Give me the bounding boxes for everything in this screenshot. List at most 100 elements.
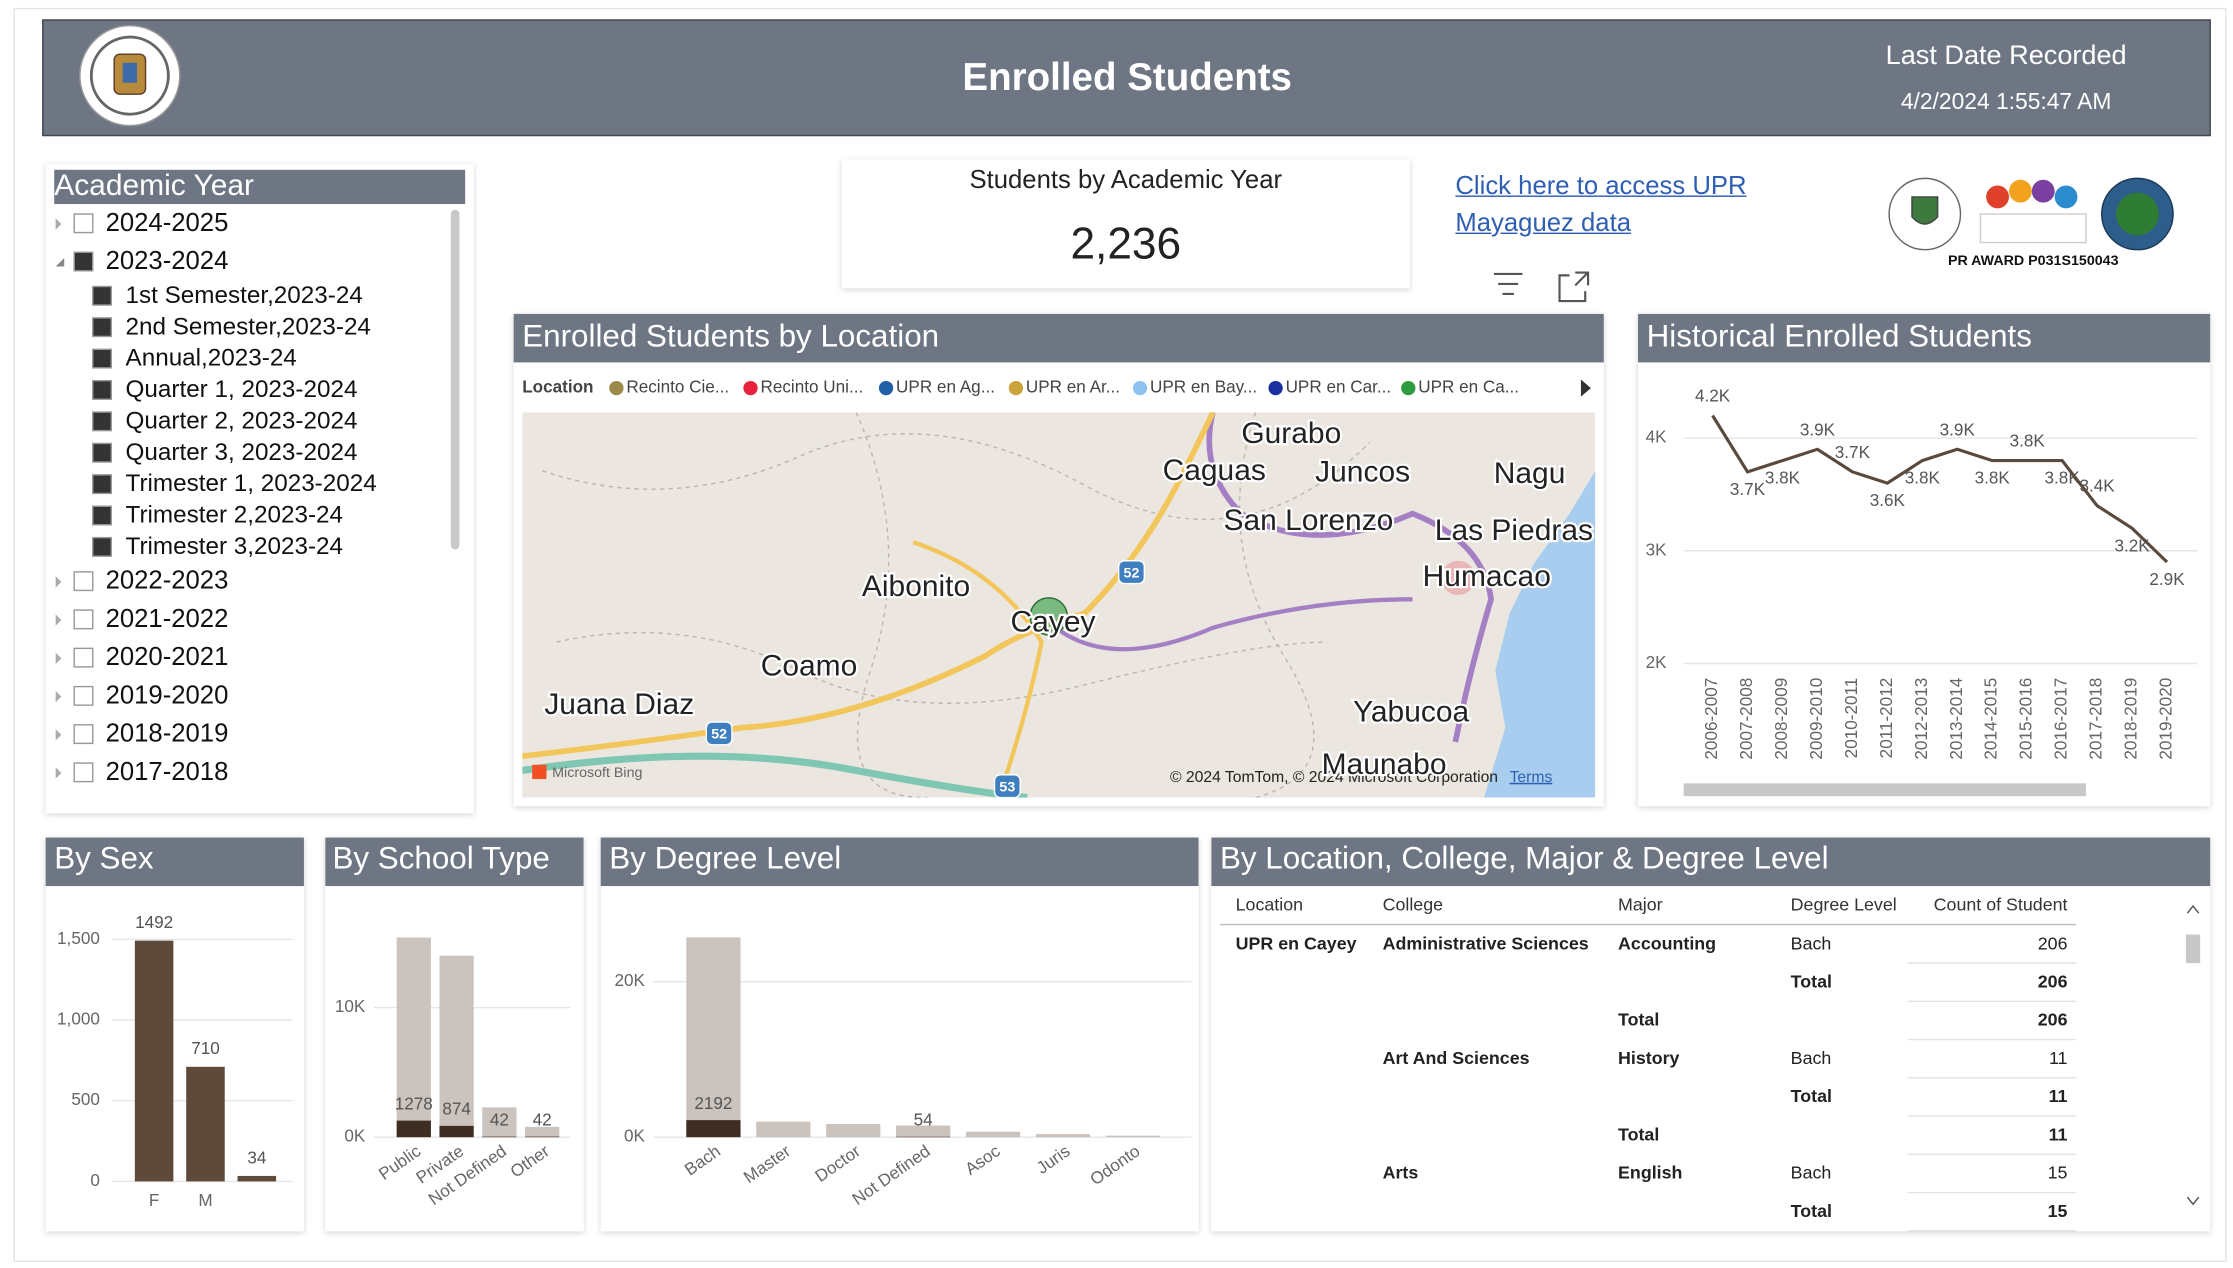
column-header[interactable]: College xyxy=(1383,895,1444,915)
legend-label[interactable]: UPR en Car... xyxy=(1286,378,1392,397)
x-tick-label: 2012-2013 xyxy=(1912,678,1931,760)
expand-arrow[interactable] xyxy=(55,576,62,588)
logo-figure xyxy=(2008,179,2032,203)
table-scrollbar[interactable] xyxy=(2185,934,2201,964)
card-title: Students by Academic Year xyxy=(969,166,1282,194)
place-label: Aibonito xyxy=(862,570,970,603)
map-bubble[interactable] xyxy=(1029,597,1068,636)
slicer-child[interactable]: Quarter 1, 2023-2024 xyxy=(126,376,358,403)
expand-arrow[interactable] xyxy=(55,729,62,741)
y-tick-label: 3K xyxy=(1646,540,1668,559)
highlight-bar xyxy=(482,1136,517,1138)
school-title-bar xyxy=(325,837,584,887)
checkbox[interactable] xyxy=(73,251,94,272)
legend-label[interactable]: UPR en Bay... xyxy=(1150,378,1257,397)
column-header[interactable]: Major xyxy=(1618,895,1663,915)
checkbox[interactable] xyxy=(73,762,94,783)
checkbox[interactable] xyxy=(92,285,113,306)
table-panel xyxy=(1211,837,2211,1232)
slicer-item[interactable]: 2017-2018 xyxy=(106,758,229,786)
y-tick-label: 0K xyxy=(344,1127,366,1146)
focus-icon[interactable] xyxy=(1558,271,1590,303)
slicer-child[interactable]: 1st Semester,2023-24 xyxy=(126,282,363,309)
slicer-child[interactable]: Quarter 3, 2023-2024 xyxy=(126,439,358,466)
legend-next[interactable] xyxy=(1580,379,1591,397)
y-tick-label: 0 xyxy=(90,1171,100,1190)
scroll-down[interactable] xyxy=(2186,1196,2200,1206)
checkbox[interactable] xyxy=(92,536,113,557)
slicer-child[interactable]: Quarter 2, 2023-2024 xyxy=(126,407,358,434)
slicer-panel xyxy=(45,164,474,814)
slicer-child[interactable]: Annual,2023-24 xyxy=(126,345,297,372)
slicer-item[interactable]: 2020-2021 xyxy=(106,643,229,671)
x-tick-label: 2016-2017 xyxy=(2052,678,2071,760)
column-header[interactable]: Degree Level xyxy=(1791,895,1897,915)
bar xyxy=(826,1123,881,1138)
upr-mayaguez-link[interactable]: Click here to access UPR Mayaguez data xyxy=(1455,171,1747,237)
map-provider: Microsoft Bing xyxy=(552,765,642,781)
slicer-scrollbar[interactable] xyxy=(450,209,460,550)
logo-ring xyxy=(89,35,170,116)
checkbox[interactable] xyxy=(92,474,113,495)
slicer-item[interactable]: 2024-2025 xyxy=(106,209,229,237)
table-cell: Bach xyxy=(1791,933,1832,953)
table-title-bar xyxy=(1211,837,2211,887)
slicer-child[interactable]: Trimester 1, 2023-2024 xyxy=(126,470,377,497)
column-header[interactable]: Location xyxy=(1236,895,1303,915)
slicer-child[interactable]: Trimester 2,2023-24 xyxy=(126,502,343,529)
sex-panel xyxy=(45,837,304,1232)
legend-label[interactable]: UPR en Ag... xyxy=(896,378,995,397)
x-tick-label: 2011-2012 xyxy=(1877,678,1896,759)
map-bubble[interactable] xyxy=(1441,560,1476,595)
legend-swatch xyxy=(1132,380,1148,396)
expand-arrow[interactable] xyxy=(55,767,62,779)
bar xyxy=(482,1107,517,1138)
bar xyxy=(396,937,431,1138)
slicer-child[interactable]: 2nd Semester,2023-24 xyxy=(126,313,371,340)
scroll-up[interactable] xyxy=(2186,904,2200,914)
expand-arrow[interactable] xyxy=(55,652,62,665)
logo-exito-box xyxy=(1979,213,2087,244)
checkbox[interactable] xyxy=(92,411,113,432)
checkbox[interactable] xyxy=(92,442,113,463)
expand-arrow[interactable] xyxy=(55,218,62,230)
checkbox[interactable] xyxy=(73,213,94,234)
table-cell: Bach xyxy=(1791,1048,1832,1068)
checkbox[interactable] xyxy=(73,724,94,745)
checkbox[interactable] xyxy=(73,571,94,592)
legend-label[interactable]: Recinto Uni... xyxy=(761,378,864,397)
history-scrollbar[interactable] xyxy=(1683,783,2087,797)
slicer-item[interactable]: 2019-2020 xyxy=(106,681,229,709)
slicer-item[interactable]: 2021-2022 xyxy=(106,605,229,633)
sex-title: By Sex xyxy=(54,841,154,876)
place-label: Humacao xyxy=(1423,560,1551,593)
column-header[interactable]: Count of Student xyxy=(1934,895,2068,915)
slicer-item[interactable]: 2018-2019 xyxy=(106,720,229,748)
legend-label[interactable]: UPR en Ar... xyxy=(1026,378,1120,397)
slicer-child[interactable]: Trimester 3,2023-24 xyxy=(126,533,343,560)
checkbox[interactable] xyxy=(73,647,94,668)
bar xyxy=(186,1066,225,1182)
expand-arrow[interactable] xyxy=(55,690,62,703)
checkbox[interactable] xyxy=(92,505,113,526)
bar xyxy=(1035,1134,1091,1138)
checkbox[interactable] xyxy=(92,379,113,400)
checkbox[interactable] xyxy=(92,348,113,369)
checkbox[interactable] xyxy=(73,685,94,706)
bar xyxy=(965,1131,1021,1138)
legend-swatch xyxy=(1008,380,1024,396)
collapse-arrow[interactable] xyxy=(55,257,65,267)
filter-icon[interactable] xyxy=(1493,272,1523,295)
logo-figure xyxy=(2031,179,2055,203)
expand-arrow[interactable] xyxy=(55,614,62,626)
checkbox[interactable] xyxy=(73,609,94,630)
legend-label[interactable]: UPR en Ca... xyxy=(1418,378,1519,397)
slicer-item[interactable]: 2022-2023 xyxy=(106,567,229,595)
bar xyxy=(439,955,474,1138)
map-terms[interactable]: Terms xyxy=(1510,769,1553,786)
legend-label[interactable]: Recinto Cie... xyxy=(626,378,729,397)
checkbox[interactable] xyxy=(92,317,113,338)
value-label: 3.8K xyxy=(1765,469,1801,488)
last-date: 4/2/2024 1:55:47 AM xyxy=(1901,88,2112,114)
slicer-item[interactable]: 2023-2024 xyxy=(106,247,229,275)
